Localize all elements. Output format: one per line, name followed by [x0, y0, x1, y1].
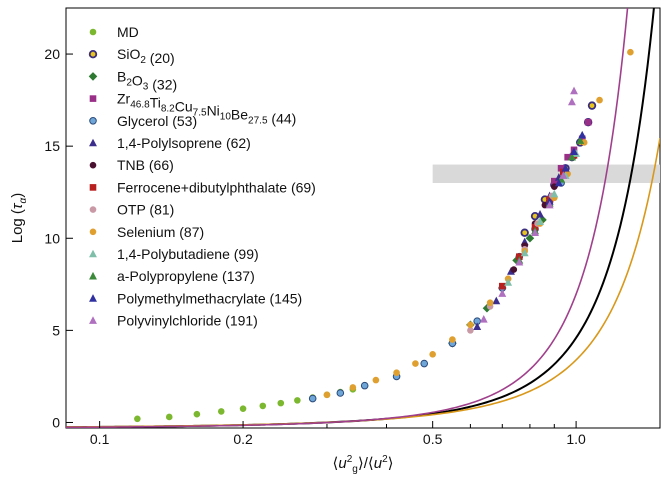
y-tick-label: 15 — [44, 138, 60, 154]
data-point — [372, 376, 380, 384]
data-point — [584, 118, 592, 126]
data-point — [567, 97, 576, 106]
data-point — [576, 136, 585, 144]
legend-marker — [89, 206, 97, 213]
x-tick-label: 0.2 — [233, 431, 253, 447]
data-point — [536, 210, 544, 218]
legend-label: MD — [117, 24, 139, 40]
legend-marker — [89, 184, 97, 191]
legend-marker — [89, 117, 97, 125]
data-point — [578, 135, 586, 143]
data-point — [412, 360, 419, 367]
y-tick-label: 5 — [52, 322, 60, 338]
data-point — [554, 178, 563, 187]
data-point — [492, 296, 501, 305]
legend-marker — [89, 271, 97, 280]
data-point — [449, 336, 456, 343]
legend-marker — [89, 161, 97, 169]
data-point — [259, 402, 267, 410]
legend-label: 1,4-Polylsoprene (62) — [117, 135, 251, 151]
data-point — [520, 228, 529, 237]
legend-marker — [89, 95, 97, 102]
data-point — [567, 152, 576, 161]
x-tick-label: 0.5 — [423, 431, 443, 447]
legend-label: 1,4-Polybutadiene (99) — [117, 246, 259, 262]
data-point — [561, 163, 570, 172]
legend-marker — [89, 294, 97, 302]
data-point — [239, 405, 247, 412]
legend-label: TNB (66) — [117, 157, 174, 173]
data-point — [308, 394, 317, 403]
data-point — [217, 408, 225, 415]
legend-label: Glycerol (53) — [117, 113, 197, 129]
y-tick-label: 0 — [52, 414, 60, 430]
shaded-band — [432, 164, 660, 183]
data-point — [570, 147, 578, 155]
data-point — [360, 381, 369, 390]
data-point — [520, 248, 529, 257]
data-point — [336, 389, 345, 397]
legend-marker — [89, 249, 97, 258]
data-point — [498, 289, 507, 297]
data-point — [134, 415, 141, 423]
legend-label: OTP (81) — [117, 202, 174, 218]
y-axis-label: Log (τα) — [9, 193, 29, 244]
legend-marker — [89, 28, 97, 36]
data-point — [627, 48, 634, 56]
data-point — [525, 233, 535, 243]
legend-marker — [88, 50, 98, 59]
data-point — [467, 327, 474, 334]
data-point — [323, 391, 331, 399]
data-point — [193, 410, 201, 418]
legend-label: B2O3 (32) — [117, 68, 177, 92]
data-point — [479, 315, 488, 323]
legend-label: SiO2 (20) — [117, 46, 175, 66]
legend-marker — [89, 138, 97, 147]
data-point — [570, 86, 578, 95]
legend-label: Ferrocene+dibutylphthalate (69) — [117, 179, 316, 195]
fit-purple-curve — [66, 8, 629, 428]
data-point — [349, 384, 357, 391]
x-axis-label: ⟨u2g⟩/⟨u2⟩ — [333, 454, 394, 475]
data-point — [429, 351, 436, 358]
data-point — [393, 369, 400, 377]
y-tick-label: 10 — [44, 230, 60, 246]
data-point — [467, 321, 474, 329]
data-point — [559, 171, 568, 179]
data-point — [531, 228, 539, 237]
legend-label: Polymethylmethacrylate (145) — [117, 290, 302, 306]
data-point — [536, 217, 544, 225]
data-point — [557, 164, 565, 172]
data-point — [580, 139, 588, 146]
legend-marker — [88, 72, 98, 81]
legend-marker — [89, 316, 97, 324]
x-tick-label: 1.0 — [566, 431, 586, 447]
data-point — [473, 322, 482, 330]
data-point — [515, 257, 524, 266]
data-point — [504, 278, 513, 286]
legend-marker — [89, 228, 97, 236]
data-point — [165, 413, 173, 421]
plot-frame — [65, 7, 661, 429]
data-point — [486, 299, 494, 307]
data-point — [498, 282, 506, 290]
data-point — [587, 101, 597, 110]
legend-label: Polyvinylchloride (191) — [117, 313, 258, 329]
y-tick-label: 20 — [44, 46, 60, 62]
data-point — [578, 130, 587, 139]
data-point — [596, 96, 603, 104]
data-point — [510, 266, 518, 273]
data-point — [420, 359, 429, 368]
data-point — [294, 397, 301, 404]
data-point — [550, 189, 559, 198]
x-tick-label: 0.1 — [90, 431, 110, 447]
data-point — [277, 399, 285, 407]
legend-label: a-Polypropylene (137) — [117, 268, 255, 284]
data-point — [564, 153, 571, 161]
legend-label: Selenium (87) — [117, 224, 204, 240]
data-point — [550, 177, 558, 185]
data-point — [545, 200, 554, 209]
